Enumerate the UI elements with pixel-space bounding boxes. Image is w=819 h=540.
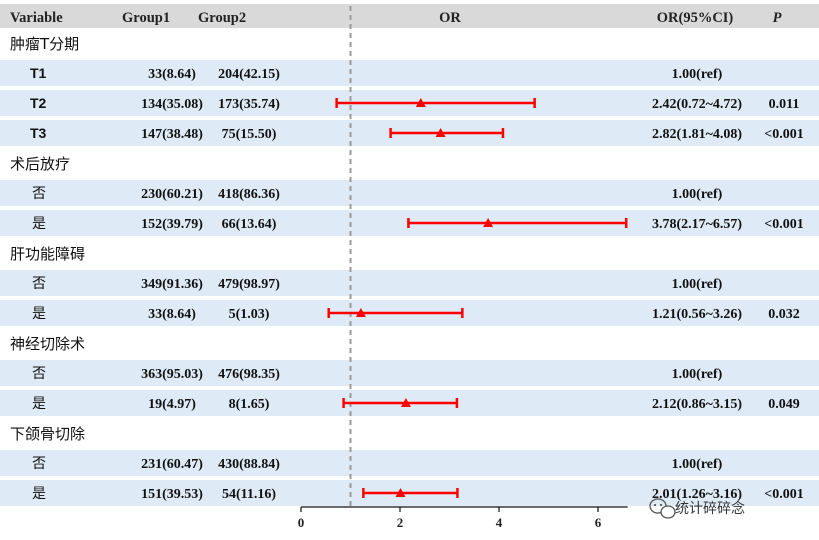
or-ci-value: 2.82(1.81~4.08)	[652, 127, 742, 142]
watermark: 统计碎碎念	[649, 498, 745, 519]
section-label: 术后放疗	[10, 155, 70, 173]
header-background	[0, 4, 819, 28]
row-band	[0, 450, 819, 476]
row-label: T3	[30, 125, 47, 141]
or-ci-value: 2.42(0.72~4.72)	[652, 97, 742, 112]
group1-value: 33(8.64)	[148, 67, 196, 82]
section-label: 神经切除术	[10, 335, 85, 353]
group1-value: 152(39.79)	[141, 217, 203, 232]
group2-value: 479(98.97)	[218, 277, 280, 292]
table-rows: 肿瘤T分期 T1 33(8.64) 204(42.15) 1.00(ref) T2 134(…	[10, 35, 804, 502]
x-axis: 0 2 4 6	[298, 506, 628, 530]
or-ci-value: 2.12(0.86~3.15)	[652, 397, 742, 412]
group1-value: 231(60.47)	[141, 457, 203, 472]
or-point	[483, 218, 494, 227]
or-ci-value: 1.21(0.56~3.26)	[652, 307, 742, 322]
section-label: 下颌骨切除	[10, 425, 85, 443]
p-value: 0.049	[768, 397, 800, 412]
group2-value: 476(98.35)	[218, 367, 280, 382]
section-label: 肿瘤T分期	[10, 35, 79, 53]
row-label: T1	[30, 65, 47, 81]
x-tick-label: 4	[496, 515, 503, 530]
p-value: 0.011	[769, 97, 800, 112]
or-point	[400, 398, 411, 407]
group1-value: 134(35.08)	[141, 97, 203, 112]
row-label: 否	[32, 186, 46, 202]
row-label: T2	[30, 95, 47, 111]
header-group1: Group1	[122, 10, 170, 26]
or-ci-value: 1.00(ref)	[672, 187, 723, 202]
or-ci-value: 1.00(ref)	[672, 367, 723, 382]
group2-value: 5(1.03)	[229, 307, 270, 322]
row-band	[0, 180, 819, 206]
or-point	[415, 98, 426, 107]
or-ci-value: 1.00(ref)	[672, 277, 723, 292]
or-marks	[327, 98, 628, 498]
group2-value: 66(13.64)	[222, 217, 277, 232]
p-value: <0.001	[764, 487, 803, 502]
p-value: <0.001	[764, 127, 803, 142]
row-label: 否	[32, 276, 46, 292]
group1-value: 349(91.36)	[141, 277, 203, 292]
row-label: 是	[32, 216, 46, 232]
wechat-icon	[649, 498, 676, 519]
row-bands	[0, 60, 819, 506]
or-ci-value: 2.01(1.26~3.16)	[652, 487, 742, 502]
section-label: 肝功能障碍	[10, 245, 85, 263]
group2-value: 75(15.50)	[222, 127, 277, 142]
or-point	[355, 308, 366, 317]
row-band	[0, 270, 819, 296]
group1-value: 151(39.53)	[141, 487, 203, 502]
watermark-text: 统计碎碎念	[675, 500, 745, 517]
x-tick-label: 0	[298, 515, 305, 530]
or-ci-value: 1.00(ref)	[672, 457, 723, 472]
group2-value: 204(42.15)	[218, 67, 280, 82]
group2-value: 8(1.65)	[229, 397, 270, 412]
group1-value: 230(60.21)	[141, 187, 203, 202]
x-tick-label: 6	[595, 515, 602, 530]
row-label: 是	[32, 306, 46, 322]
group2-value: 173(35.74)	[218, 97, 280, 112]
group2-value: 54(11.16)	[222, 487, 276, 502]
header-variable: Variable	[10, 10, 63, 26]
p-value: 0.032	[768, 307, 800, 322]
row-label: 是	[32, 396, 46, 412]
row-label: 是	[32, 486, 46, 502]
header-group2: Group2	[198, 10, 246, 26]
or-ci-value: 3.78(2.17~6.57)	[652, 217, 742, 232]
row-band	[0, 360, 819, 386]
p-value: <0.001	[764, 217, 803, 232]
header-or: OR	[439, 10, 461, 26]
or-point	[395, 488, 406, 497]
or-point	[435, 128, 446, 137]
header-p: P	[773, 10, 782, 26]
group2-value: 430(88.84)	[218, 457, 280, 472]
group1-value: 363(95.03)	[141, 367, 203, 382]
group1-value: 147(38.48)	[141, 127, 203, 142]
row-label: 否	[32, 366, 46, 382]
group1-value: 19(4.97)	[148, 397, 196, 412]
row-band	[0, 60, 819, 86]
group2-value: 418(86.36)	[218, 187, 280, 202]
row-label: 否	[32, 456, 46, 472]
header-ci: OR(95%CI)	[657, 10, 734, 26]
x-tick-label: 2	[397, 515, 404, 530]
group1-value: 33(8.64)	[148, 307, 196, 322]
or-ci-value: 1.00(ref)	[672, 67, 723, 82]
